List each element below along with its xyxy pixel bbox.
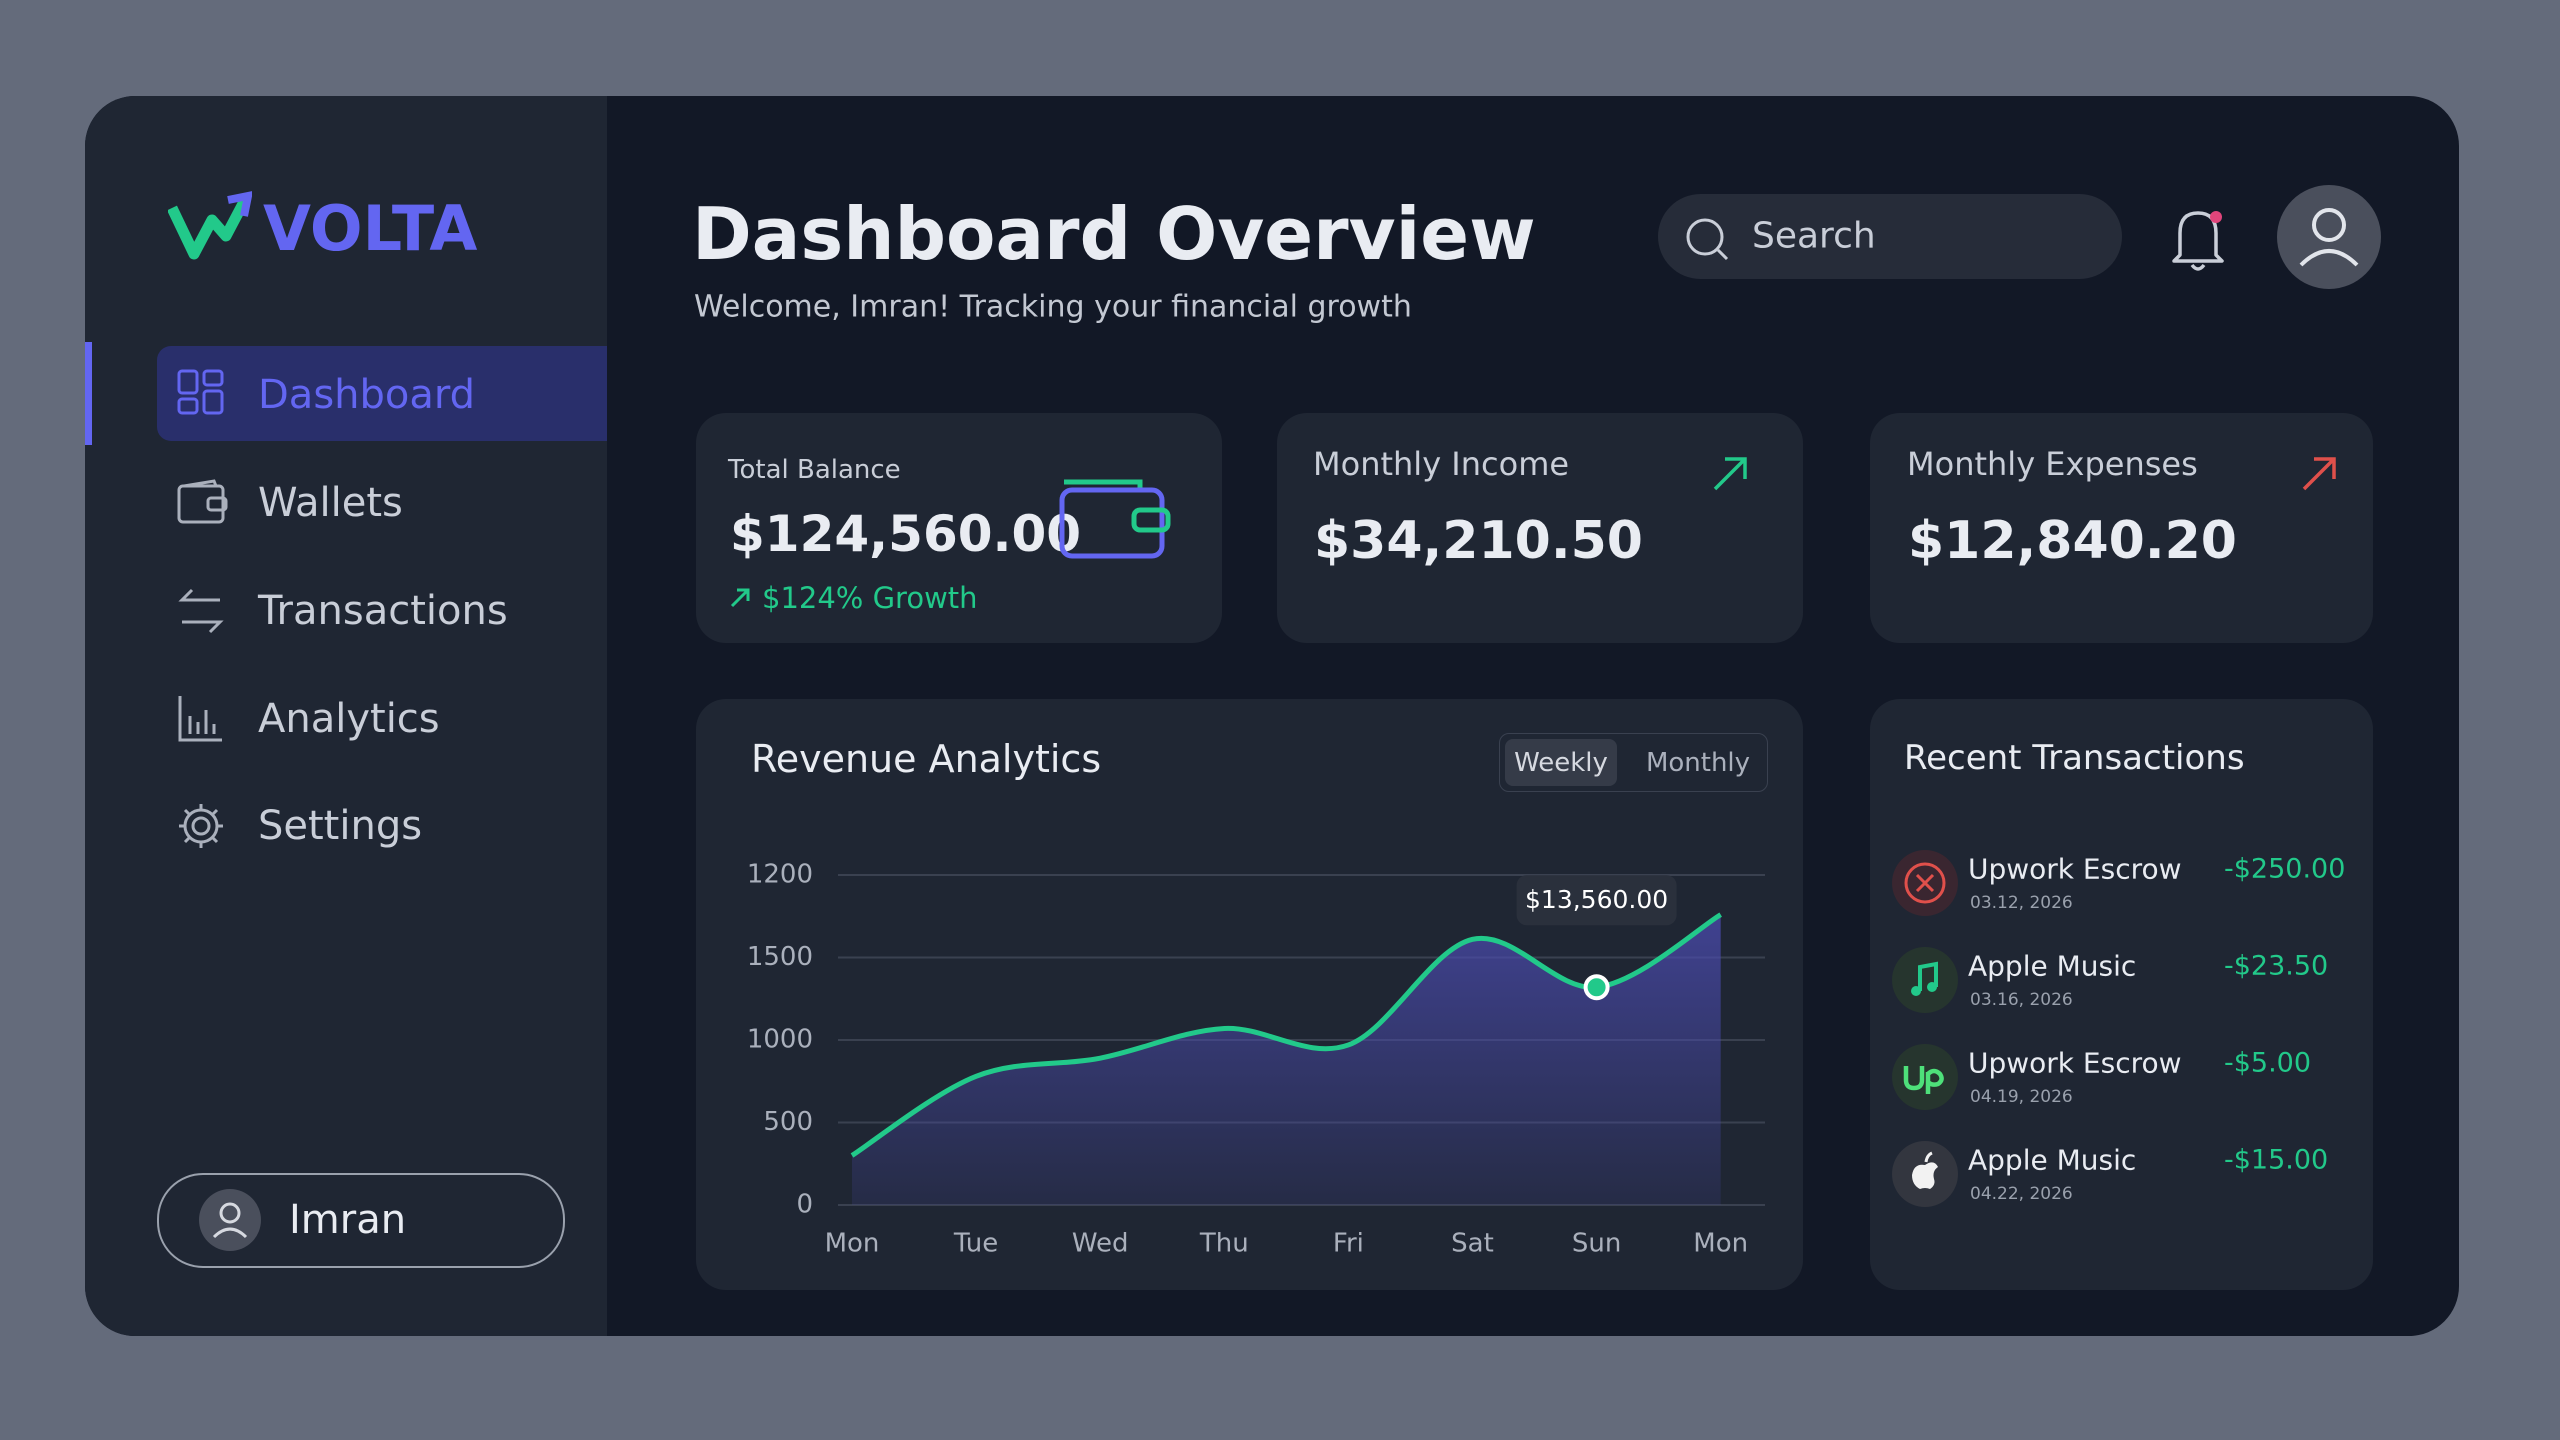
highlight-point (1583, 974, 1610, 1001)
nav-icon (178, 588, 224, 634)
toggle-active-bg (1505, 739, 1617, 786)
search-placeholder: Search (1752, 215, 1876, 257)
transactions-title: Recent Transactions (1904, 738, 2245, 778)
x-tick-label: Wed (1072, 1229, 1129, 1259)
y-tick-label: 1200 (747, 860, 813, 890)
nav-item[interactable]: Analytics (258, 696, 440, 742)
tx-date: 03.16, 2026 (1970, 990, 2073, 1010)
tx-name: Apple Music (1968, 1143, 2137, 1177)
tx-amount: -$250.00 (2224, 853, 2346, 885)
chart-title: Revenue Analytics (751, 737, 1102, 781)
nav-icon (177, 369, 224, 415)
tx-amount: -$23.50 (2224, 950, 2329, 982)
card-label: Monthly Income (1313, 445, 1570, 483)
expenses-card (1870, 413, 2373, 643)
tx-name: Upwork Escrow (1968, 852, 2182, 886)
tx-icon (1892, 1141, 1958, 1207)
card-value: $124,560.00 (730, 505, 1082, 563)
tooltip-text: $13,560.00 (1525, 885, 1668, 914)
search-box[interactable] (1658, 194, 2122, 279)
area (852, 914, 1721, 1205)
sidebar (85, 96, 607, 1336)
wallet-icon (1059, 479, 1171, 559)
card-note: $124% Growth (762, 581, 978, 615)
user-name: Imran (289, 1197, 407, 1243)
notification-bell[interactable] (2168, 201, 2232, 273)
card-label: Total Balance (728, 455, 901, 485)
toggle-option[interactable]: Monthly (1645, 748, 1751, 778)
nav-item[interactable]: Transactions (258, 588, 508, 634)
toggle-option[interactable]: Weekly (1514, 748, 1608, 778)
tx-name: Apple Music (1968, 949, 2137, 983)
logo-icon (168, 191, 252, 260)
growth-arrow (730, 588, 750, 608)
y-tick-label: 1000 (747, 1025, 813, 1055)
tx-amount: -$15.00 (2224, 1144, 2329, 1176)
chart-toggle (1499, 733, 1768, 792)
nav-item[interactable]: Wallets (258, 480, 403, 526)
y-tick-label: 500 (763, 1107, 813, 1137)
card-value: $34,210.50 (1314, 511, 1643, 571)
trend-arrow (2302, 457, 2336, 491)
tx-name: Upwork Escrow (1968, 1046, 2182, 1080)
x-tick-label: Sat (1451, 1229, 1494, 1259)
tx-icon (1892, 947, 1958, 1013)
nav-item[interactable]: Settings (258, 803, 423, 849)
income-card (1277, 413, 1803, 643)
y-tick-label: 1500 (747, 942, 813, 972)
user-button[interactable] (157, 1173, 565, 1268)
x-tick-label: Mon (825, 1229, 880, 1259)
page-subtitle: Welcome, Imran! Tracking your financial … (694, 289, 1412, 325)
tx-icon (1892, 850, 1958, 916)
tx-date: 03.12, 2026 (1970, 893, 2073, 913)
tx-icon (1892, 1044, 1958, 1110)
nav-active-bar (85, 342, 92, 445)
tx-date: 04.19, 2026 (1970, 1087, 2073, 1107)
nav-icon (177, 479, 228, 524)
tx-date: 04.22, 2026 (1970, 1184, 2073, 1204)
tooltip-box (1516, 875, 1677, 926)
x-tick-label: Mon (1693, 1229, 1748, 1259)
profile-avatar[interactable] (2277, 185, 2381, 289)
tx-amount: -$5.00 (2224, 1047, 2312, 1079)
x-tick-label: Fri (1333, 1229, 1364, 1259)
x-tick-label: Sun (1572, 1229, 1621, 1259)
user-avatar (199, 1189, 261, 1251)
search-icon (1686, 218, 1729, 261)
nav-icon (179, 804, 223, 848)
page-title: Dashboard Overview (692, 192, 1536, 276)
nav-icon (178, 696, 222, 742)
nav-active-bg (157, 346, 607, 441)
card-label: Monthly Expenses (1907, 445, 2198, 483)
brand: VOLTA (263, 192, 478, 265)
card-value: $12,840.20 (1908, 511, 2237, 571)
nav-item[interactable]: Dashboard (258, 372, 476, 418)
y-tick-label: 0 (796, 1190, 813, 1220)
trend-arrow (1713, 457, 1747, 491)
x-tick-label: Tue (953, 1229, 998, 1259)
x-tick-label: Thu (1199, 1229, 1249, 1259)
